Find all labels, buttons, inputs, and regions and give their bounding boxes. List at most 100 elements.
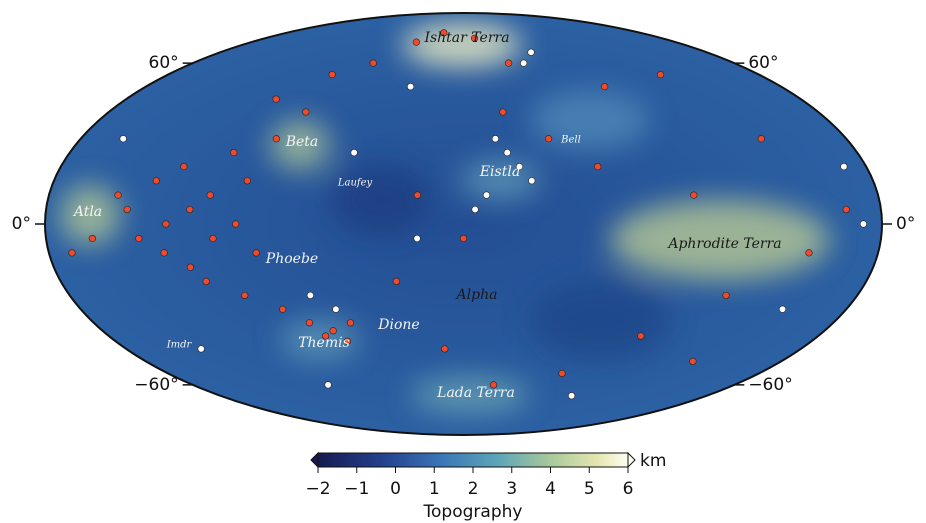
region-label: Dione [377, 317, 419, 333]
site [303, 109, 310, 116]
site [691, 192, 698, 199]
colorbar-tick-label: 0 [390, 479, 401, 499]
site [232, 221, 239, 228]
site [657, 71, 664, 78]
site [241, 292, 248, 299]
lat-label: 0° [12, 214, 31, 234]
region-label: Phoebe [265, 251, 318, 267]
site [528, 178, 535, 185]
site [230, 149, 237, 156]
site [505, 60, 512, 67]
site [779, 306, 786, 313]
site [279, 306, 286, 313]
site [483, 192, 490, 199]
site [161, 250, 168, 257]
region-label: Imdr [166, 340, 193, 351]
site [601, 83, 608, 90]
colorbar-tick-label: 1 [429, 479, 440, 499]
site [89, 235, 96, 242]
site [520, 60, 527, 67]
site [860, 221, 867, 228]
colorbar-tick-label: 6 [623, 479, 634, 499]
site [690, 358, 697, 365]
venus-map: Ishtar Terra Beta Laufey Eistla Bell Atl… [0, 0, 926, 523]
site [329, 71, 336, 78]
site [325, 382, 332, 389]
colorbar-tick-label: 2 [468, 479, 479, 499]
region-label: Laufey [337, 178, 373, 189]
colorbar-arrow [311, 453, 318, 467]
site [347, 319, 354, 326]
site [207, 192, 214, 199]
region-label: Lada Terra [436, 385, 515, 401]
region-label: Eistla [479, 164, 520, 180]
colorbar-ramp [318, 453, 628, 467]
region-label: Alpha [455, 287, 498, 303]
site [351, 149, 358, 156]
region-label: Atla [72, 204, 102, 220]
site [120, 135, 127, 142]
lat-label: 0° [896, 214, 915, 234]
lat-label: −60° [748, 375, 792, 395]
site [253, 250, 260, 257]
site [492, 135, 499, 142]
site [115, 192, 122, 199]
site [413, 39, 420, 46]
site [186, 206, 193, 213]
site [841, 163, 848, 170]
lat-label: 60° [149, 53, 179, 73]
site [758, 135, 765, 142]
site [568, 392, 575, 399]
colorbar-arrow [628, 453, 635, 467]
site [307, 292, 314, 299]
region-label: Themis [298, 335, 350, 351]
region-label: Aphrodite Terra [666, 236, 781, 252]
site [273, 135, 280, 142]
site [806, 250, 813, 257]
site [843, 206, 850, 213]
site [441, 346, 448, 353]
lat-label: −60° [134, 375, 178, 395]
site [306, 319, 313, 326]
site [393, 278, 400, 285]
site [124, 206, 131, 213]
site [370, 60, 377, 67]
site [545, 135, 552, 142]
site [414, 192, 421, 199]
site [198, 346, 205, 353]
site [504, 149, 511, 156]
colorbar-tick-label: 4 [545, 479, 556, 499]
site [414, 235, 421, 242]
site [163, 221, 170, 228]
site [407, 83, 414, 90]
colorbar-tick-label: −1 [344, 479, 369, 499]
site [638, 333, 645, 340]
region-label: Ishtar Terra [423, 30, 509, 46]
colorbar-title: Topography [423, 502, 523, 522]
site [460, 235, 467, 242]
site [203, 278, 210, 285]
site [559, 370, 566, 377]
site [135, 235, 142, 242]
colorbar-tick-label: −2 [305, 479, 330, 499]
site [210, 235, 217, 242]
site [244, 178, 251, 185]
site [528, 49, 535, 56]
site [723, 292, 730, 299]
region-label: Bell [560, 135, 581, 146]
site [153, 178, 160, 185]
site [330, 327, 337, 334]
colorbar-unit: km [640, 451, 666, 471]
region-label: Beta [285, 134, 319, 150]
site [273, 96, 280, 103]
site [187, 264, 194, 271]
site [472, 206, 479, 213]
site [69, 250, 76, 257]
lat-label: 60° [748, 53, 778, 73]
topography [45, 13, 882, 435]
site [333, 306, 340, 313]
colorbar-tick-label: 3 [506, 479, 517, 499]
site [594, 163, 601, 170]
site [181, 163, 188, 170]
